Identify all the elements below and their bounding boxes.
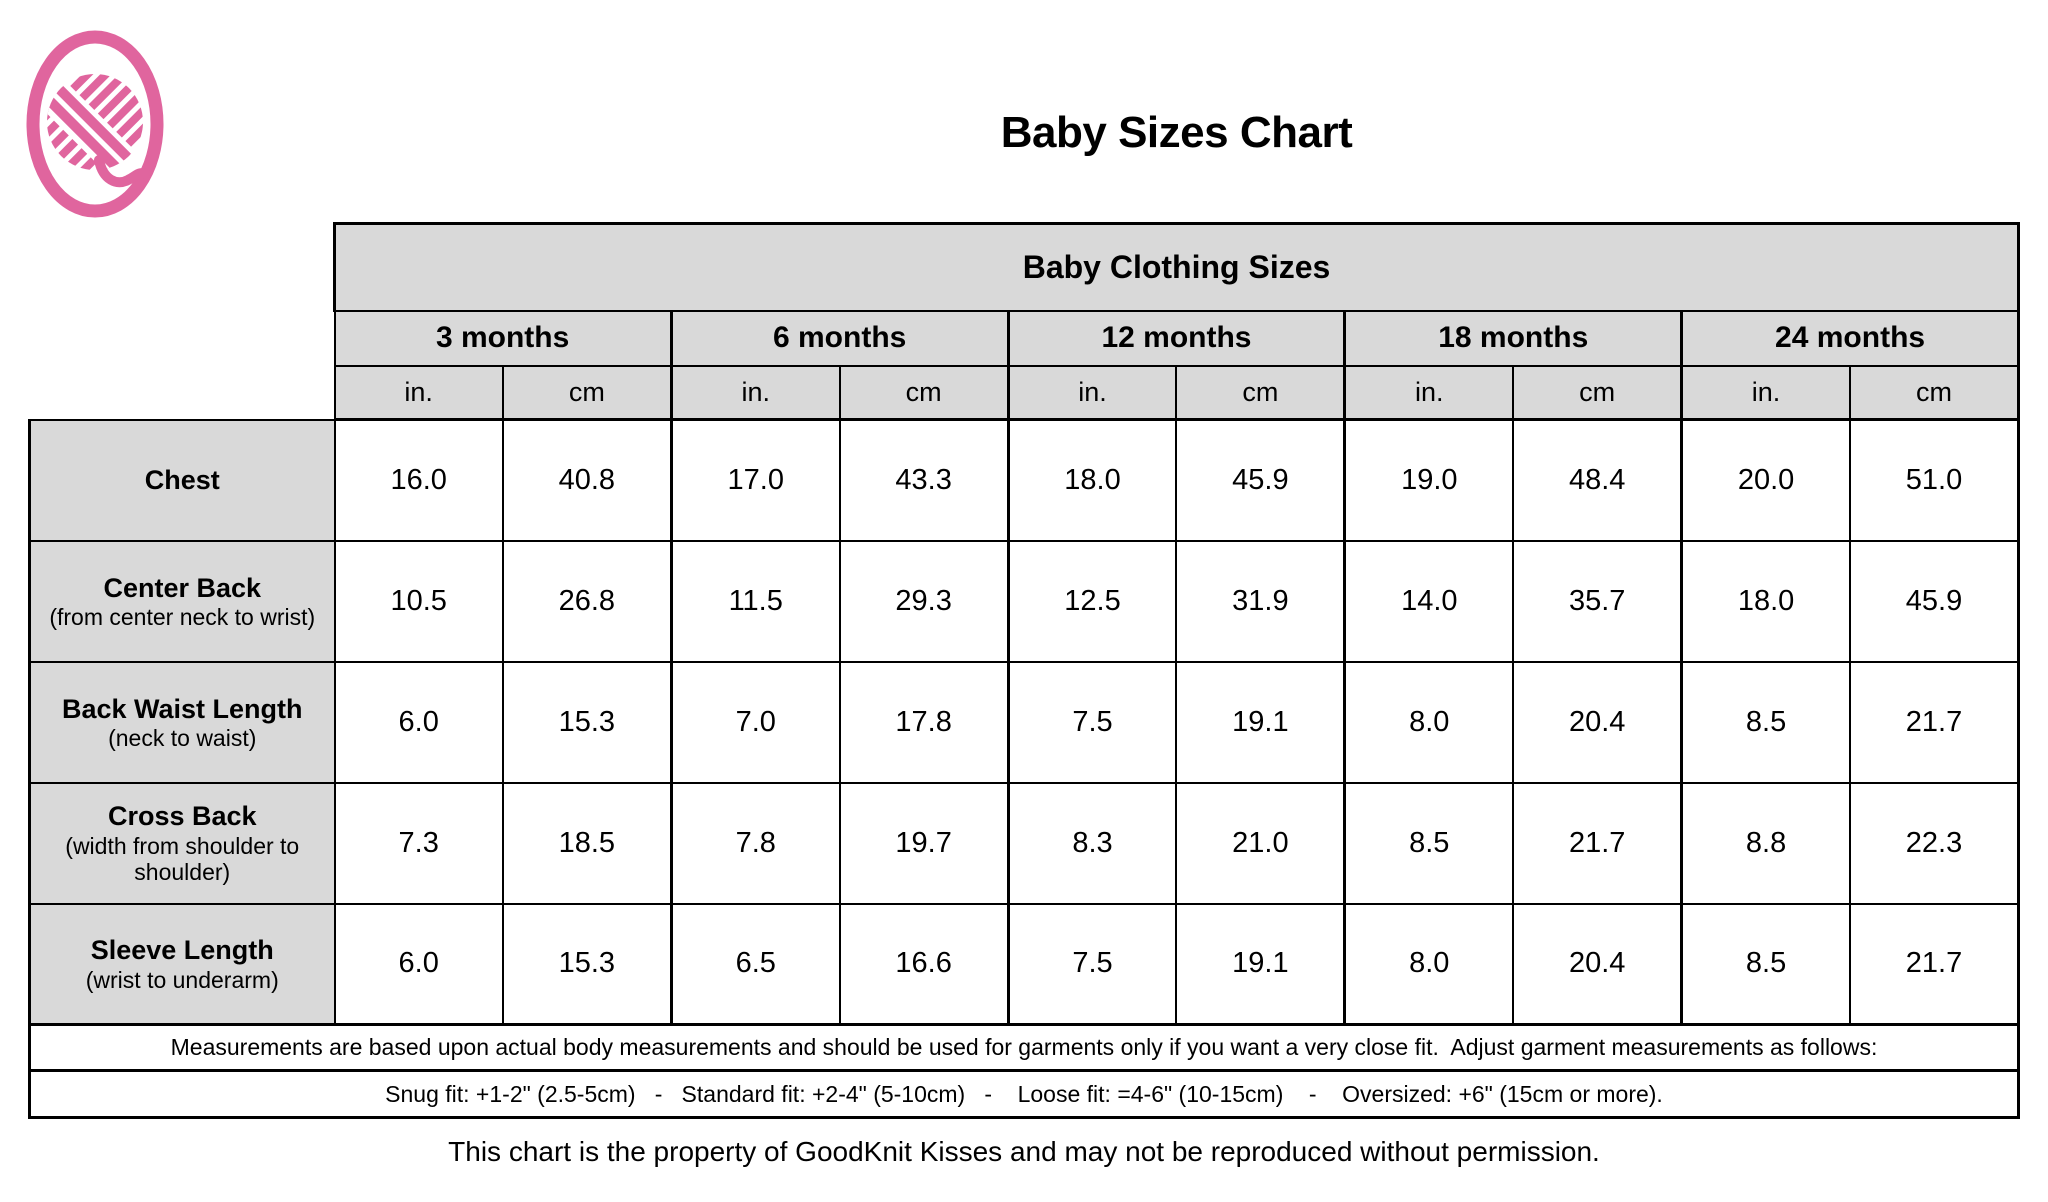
table-row-cross-back: Cross Back (width from shoulder to shoul… — [28, 781, 2021, 905]
row-label: Center Back (from center neck to wrist) — [28, 539, 336, 663]
age-group-row: 3 months 6 months 12 months 18 months 24… — [30, 309, 2020, 367]
value-cell: 8.5 — [1680, 660, 1852, 784]
value-cell: 20.4 — [1512, 660, 1684, 784]
value-cell: 14.0 — [1343, 539, 1515, 663]
value-cell: 10.5 — [333, 539, 504, 663]
row-label: Sleeve Length (wrist to underarm) — [28, 902, 336, 1026]
unit-header-in: in. — [1343, 364, 1515, 421]
age-group-18-months: 18 months — [1343, 309, 1684, 367]
age-group-3-months: 3 months — [333, 309, 673, 367]
corner-spacer — [30, 224, 335, 420]
value-cell: 20.4 — [1512, 902, 1684, 1026]
value-cell: 16.6 — [838, 902, 1010, 1026]
value-cell: 8.8 — [1680, 781, 1852, 905]
value-cell: 7.8 — [670, 781, 841, 905]
table-row-back-waist-length: Back Waist Length (neck to waist) 6.0 15… — [28, 660, 2021, 784]
value-cell: 20.0 — [1680, 418, 1852, 542]
value-cell: 12.5 — [1007, 539, 1178, 663]
table-row-center-back: Center Back (from center neck to wrist) … — [28, 539, 2021, 663]
value-cell: 8.0 — [1343, 902, 1515, 1026]
age-group-24-months: 24 months — [1680, 309, 2020, 367]
value-cell: 29.3 — [838, 539, 1010, 663]
table-row-sleeve-length: Sleeve Length (wrist to underarm) 6.0 15… — [28, 902, 2021, 1026]
value-cell: 6.5 — [670, 902, 841, 1026]
value-cell: 7.0 — [670, 660, 841, 784]
value-cell: 8.3 — [1007, 781, 1178, 905]
value-cell: 45.9 — [1175, 418, 1347, 542]
table-row-chest: Chest 16.0 40.8 17.0 43.3 18.0 45.9 19.0… — [28, 418, 2021, 542]
value-cell: 17.0 — [670, 418, 841, 542]
unit-header-in: in. — [333, 364, 504, 421]
value-cell: 35.7 — [1512, 539, 1684, 663]
value-cell: 18.0 — [1680, 539, 1852, 663]
note-row: Measurements are based upon actual body … — [28, 1023, 2020, 1072]
value-cell: 6.0 — [333, 660, 504, 784]
unit-header-cm: cm — [1175, 364, 1347, 421]
value-cell: 16.0 — [333, 418, 504, 542]
value-cell: 51.0 — [1849, 418, 2021, 542]
row-label: Back Waist Length (neck to waist) — [28, 660, 336, 784]
fit-adjustment-note: Snug fit: +1-2" (2.5-5cm) - Standard fit… — [28, 1069, 2020, 1119]
measurement-note: Measurements are based upon actual body … — [28, 1023, 2020, 1072]
value-cell: 7.5 — [1007, 660, 1178, 784]
value-cell: 43.3 — [838, 418, 1010, 542]
value-cell: 31.9 — [1175, 539, 1347, 663]
value-cell: 17.8 — [838, 660, 1010, 784]
unit-header-in: in. — [1680, 364, 1852, 421]
value-cell: 15.3 — [501, 660, 673, 784]
value-cell: 19.7 — [838, 781, 1010, 905]
value-cell: 21.0 — [1175, 781, 1347, 905]
baby-sizes-table: Baby Clothing Sizes 3 months 6 months 12… — [28, 222, 2021, 1119]
age-group-12-months: 12 months — [1007, 309, 1347, 367]
value-cell: 19.1 — [1175, 902, 1347, 1026]
value-cell: 40.8 — [501, 418, 673, 542]
value-cell: 8.0 — [1343, 660, 1515, 784]
value-cell: 21.7 — [1512, 781, 1684, 905]
value-cell: 18.5 — [501, 781, 673, 905]
unit-header-cm: cm — [501, 364, 673, 421]
value-cell: 21.7 — [1849, 660, 2021, 784]
value-cell: 8.5 — [1680, 902, 1852, 1026]
copyright-caption: This chart is the property of GoodKnit K… — [448, 1136, 1600, 1167]
row-label: Cross Back (width from shoulder to shoul… — [28, 781, 336, 905]
value-cell: 11.5 — [670, 539, 841, 663]
unit-header-cm: cm — [1512, 364, 1684, 421]
table-header-row: Baby Clothing Sizes — [30, 222, 2020, 312]
value-cell: 22.3 — [1849, 781, 2021, 905]
value-cell: 26.8 — [501, 539, 673, 663]
value-cell: 7.5 — [1007, 902, 1178, 1026]
note-row: Snug fit: +1-2" (2.5-5cm) - Standard fit… — [28, 1069, 2020, 1119]
yarn-ball-logo-icon — [26, 30, 164, 218]
age-group-6-months: 6 months — [670, 309, 1010, 367]
unit-header-cm: cm — [838, 364, 1010, 421]
unit-row: in. cm in. cm in. cm in. cm in. cm — [30, 364, 2021, 421]
value-cell: 18.0 — [1007, 418, 1178, 542]
value-cell: 48.4 — [1512, 418, 1684, 542]
unit-header-in: in. — [1007, 364, 1178, 421]
value-cell: 19.0 — [1343, 418, 1515, 542]
value-cell: 6.0 — [333, 902, 504, 1026]
row-label: Chest — [28, 418, 336, 542]
value-cell: 15.3 — [501, 902, 673, 1026]
value-cell: 8.5 — [1343, 781, 1515, 905]
value-cell: 45.9 — [1849, 539, 2021, 663]
unit-header-in: in. — [670, 364, 841, 421]
value-cell: 7.3 — [333, 781, 504, 905]
value-cell: 21.7 — [1849, 902, 2021, 1026]
table-title-cell: Baby Clothing Sizes — [333, 222, 2020, 312]
page-title: Baby Sizes Chart — [1000, 108, 1353, 157]
unit-header-cm: cm — [1849, 364, 2021, 421]
value-cell: 19.1 — [1175, 660, 1347, 784]
